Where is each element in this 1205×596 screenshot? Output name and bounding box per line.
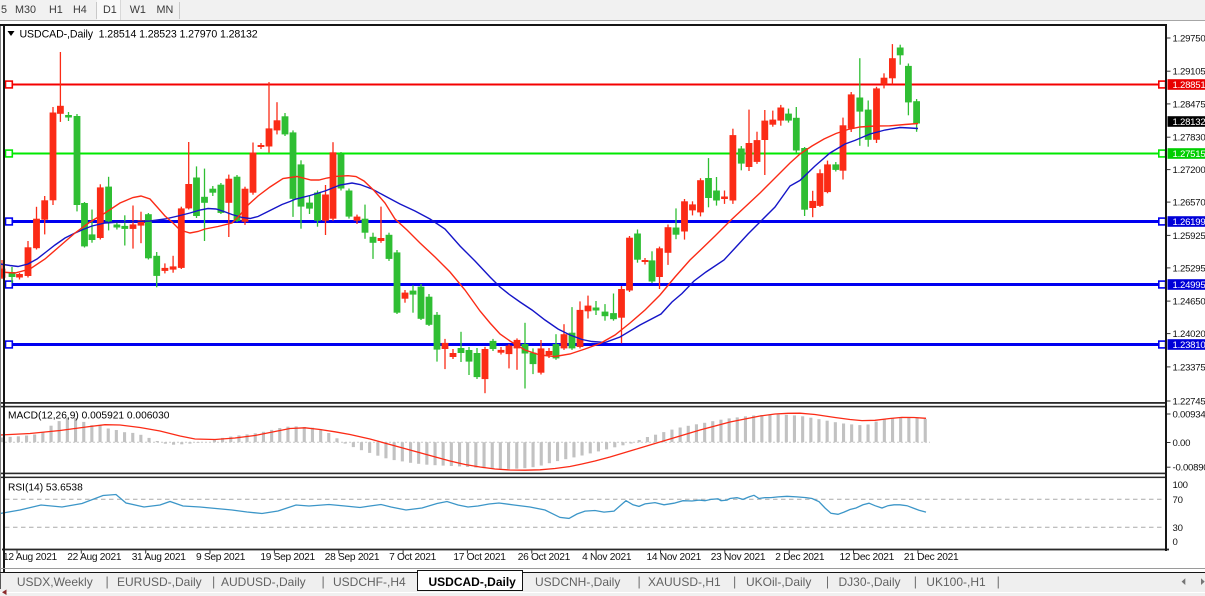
svg-text:23 Nov 2021: 23 Nov 2021 xyxy=(711,552,766,563)
svg-text:2 Dec 2021: 2 Dec 2021 xyxy=(775,552,825,563)
svg-text:17 Oct 2021: 17 Oct 2021 xyxy=(453,552,506,563)
svg-text:1.28475: 1.28475 xyxy=(1173,99,1205,110)
svg-text:1.25295: 1.25295 xyxy=(1173,263,1205,274)
svg-text:0.00: 0.00 xyxy=(1173,438,1191,449)
svg-text:1.24020: 1.24020 xyxy=(1173,329,1205,340)
svg-text:1.23810: 1.23810 xyxy=(1173,340,1205,351)
svg-text:19 Sep 2021: 19 Sep 2021 xyxy=(260,552,315,563)
svg-text:30: 30 xyxy=(1173,523,1183,534)
svg-text:1.22745: 1.22745 xyxy=(1173,397,1205,408)
svg-text:14 Nov 2021: 14 Nov 2021 xyxy=(647,552,702,563)
svg-text:0.009345: 0.009345 xyxy=(1173,410,1205,421)
svg-text:1.24995: 1.24995 xyxy=(1173,280,1205,291)
svg-text:USDCAD-,Daily 1.28514 1.28523: USDCAD-,Daily 1.28514 1.28523 1.27970 1.… xyxy=(20,29,258,41)
svg-text:22 Aug 2021: 22 Aug 2021 xyxy=(67,552,122,563)
svg-text:12 Dec 2021: 12 Dec 2021 xyxy=(840,552,895,563)
svg-text:4 Nov 2021: 4 Nov 2021 xyxy=(582,552,632,563)
svg-text:1.28132: 1.28132 xyxy=(1173,117,1205,128)
svg-text:1.27515: 1.27515 xyxy=(1173,149,1205,160)
svg-text:1.27830: 1.27830 xyxy=(1173,133,1205,144)
svg-text:7 Oct 2021: 7 Oct 2021 xyxy=(389,552,436,563)
svg-text:9 Sep 2021: 9 Sep 2021 xyxy=(196,552,246,563)
svg-text:1.26199: 1.26199 xyxy=(1173,217,1205,228)
svg-text:MACD(12,26,9) 0.005921 0.00603: MACD(12,26,9) 0.005921 0.006030 xyxy=(8,411,170,422)
svg-text:21 Dec 2021: 21 Dec 2021 xyxy=(904,552,959,563)
svg-text:1.29105: 1.29105 xyxy=(1173,67,1205,78)
svg-text:100: 100 xyxy=(1173,480,1188,491)
svg-text:28 Sep 2021: 28 Sep 2021 xyxy=(325,552,380,563)
svg-text:RSI(14) 53.6538: RSI(14) 53.6538 xyxy=(8,483,83,494)
svg-text:1.25925: 1.25925 xyxy=(1173,231,1205,242)
svg-text:1.27200: 1.27200 xyxy=(1173,165,1205,176)
svg-text:1.29750: 1.29750 xyxy=(1173,34,1205,45)
svg-text:1.26570: 1.26570 xyxy=(1173,198,1205,209)
svg-text:0: 0 xyxy=(1173,537,1178,548)
svg-text:31 Aug 2021: 31 Aug 2021 xyxy=(132,552,187,563)
svg-text:1.28851: 1.28851 xyxy=(1173,80,1205,91)
svg-text:70: 70 xyxy=(1173,495,1183,506)
svg-text:12 Aug 2021: 12 Aug 2021 xyxy=(3,552,58,563)
svg-text:26 Oct 2021: 26 Oct 2021 xyxy=(518,552,571,563)
svg-text:1.23375: 1.23375 xyxy=(1173,362,1205,373)
svg-text:1.24650: 1.24650 xyxy=(1173,297,1205,308)
svg-text:-0.00890: -0.00890 xyxy=(1173,463,1205,474)
